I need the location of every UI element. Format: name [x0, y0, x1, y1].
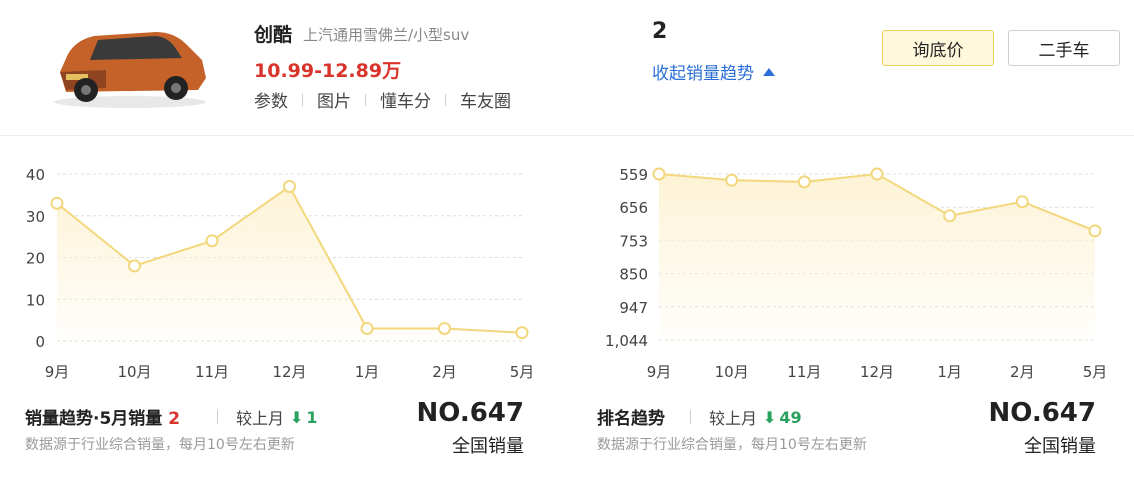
month-sales-value: 2 [168, 409, 181, 429]
x-tick-label: 10月 [117, 363, 151, 381]
x-tick-label: 5月 [1083, 363, 1108, 381]
data-point[interactable] [797, 175, 811, 189]
arrow-down-icon: ⬇ [290, 407, 304, 427]
sales-trend-chart: 40 30 20 10 09月 10月 11月 12月 1月 2月 5月 [26, 166, 535, 381]
x-tick-label: 11月 [787, 363, 821, 381]
car-image[interactable] [46, 14, 214, 109]
source-note: 数据源于行业综合销量，每月10号左右更新 [25, 437, 295, 453]
data-point[interactable] [943, 209, 957, 223]
x-tick-label: 2月 [1010, 363, 1035, 381]
data-point[interactable] [50, 196, 64, 210]
link-score[interactable]: 懂车分 [380, 92, 431, 112]
y-tick-label: 947 [619, 299, 648, 317]
ask-price-button[interactable]: 询底价 [882, 30, 994, 66]
data-point[interactable] [360, 321, 374, 335]
y-tick-label: 656 [619, 199, 648, 217]
sales-trend-label: 销量趋势·5月销量 [25, 409, 163, 429]
divider [365, 93, 366, 106]
data-point[interactable] [205, 234, 219, 248]
car-name[interactable]: 创酷 [254, 24, 293, 46]
link-community[interactable]: 车友圈 [460, 92, 511, 112]
data-point[interactable] [725, 173, 739, 187]
divider [690, 410, 691, 424]
sales-compare: 较上月 ⬇ 1 [236, 405, 318, 429]
x-tick-label: 9月 [647, 363, 672, 381]
divider [217, 410, 218, 424]
divider [445, 93, 446, 106]
car-links: 参数 图片 懂车分 车友圈 [254, 87, 511, 112]
data-point[interactable] [438, 321, 451, 335]
rank-trend-title: 排名趋势 [597, 409, 665, 429]
caret-up-icon [763, 67, 775, 76]
y-tick-label: 40 [26, 166, 45, 184]
y-tick-label: 559 [619, 166, 648, 184]
car-price: 10.99-12.89万 [254, 60, 402, 82]
compare-value: 49 [779, 407, 802, 427]
used-car-button[interactable]: 二手车 [1008, 30, 1120, 66]
compare-value: 1 [306, 407, 318, 427]
rank-label: 全国销量 [452, 436, 524, 457]
source-note: 数据源于行业综合销量，每月10号左右更新 [597, 437, 867, 453]
arrow-down-icon: ⬇ [763, 407, 777, 427]
y-tick-label: 30 [26, 208, 45, 226]
collapse-trend-toggle[interactable]: 收起销量趋势 [652, 59, 775, 84]
y-tick-label: 0 [35, 333, 45, 351]
sales-trend-title: 销量趋势·5月销量 2 [25, 404, 180, 429]
x-tick-label: 12月 [272, 363, 306, 381]
link-photos[interactable]: 图片 [317, 92, 351, 112]
rank-no: NO.647 [988, 398, 1096, 428]
compare-label: 较上月 [236, 409, 285, 428]
x-tick-label: 1月 [937, 363, 962, 381]
data-point[interactable] [870, 167, 884, 181]
y-tick-label: 1,044 [605, 332, 648, 350]
x-tick-label: 12月 [860, 363, 894, 381]
rank-compare: 较上月 ⬇ 49 [709, 405, 802, 429]
rank-no: NO.647 [416, 398, 524, 428]
data-point[interactable] [1015, 195, 1029, 209]
y-tick-label: 10 [26, 291, 45, 309]
data-point[interactable] [515, 326, 529, 340]
y-tick-label: 753 [619, 232, 648, 250]
car-header: 创酷 上汽通用雪佛兰/小型suv 10.99-12.89万 参数 图片 懂车分 … [0, 0, 1134, 135]
toggle-label: 收起销量趋势 [652, 64, 754, 84]
x-tick-label: 5月 [510, 363, 535, 381]
rank-trend-chart: 559 656 753 850 947 1,044 9月 10月 11月 12月 1月 2月 5月 [605, 166, 1108, 381]
rank-value: 2 [652, 19, 668, 44]
x-tick-label: 9月 [45, 363, 70, 381]
rank-label: 全国销量 [1024, 436, 1096, 457]
x-tick-label: 11月 [195, 363, 229, 381]
data-point[interactable] [1088, 224, 1102, 238]
header-divider [0, 135, 1134, 136]
link-params[interactable]: 参数 [254, 92, 288, 112]
y-tick-label: 850 [619, 266, 648, 284]
x-tick-label: 10月 [715, 363, 749, 381]
x-tick-label: 1月 [355, 363, 380, 381]
data-point[interactable] [283, 180, 296, 194]
car-maker: 上汽通用雪佛兰/小型suv [303, 26, 470, 44]
y-tick-label: 20 [26, 250, 45, 268]
series-area [57, 186, 522, 341]
divider [302, 93, 303, 106]
x-tick-label: 2月 [432, 363, 457, 381]
data-point[interactable] [128, 259, 141, 273]
data-point[interactable] [652, 167, 666, 181]
series-area [659, 174, 1095, 340]
compare-label: 较上月 [709, 409, 758, 428]
